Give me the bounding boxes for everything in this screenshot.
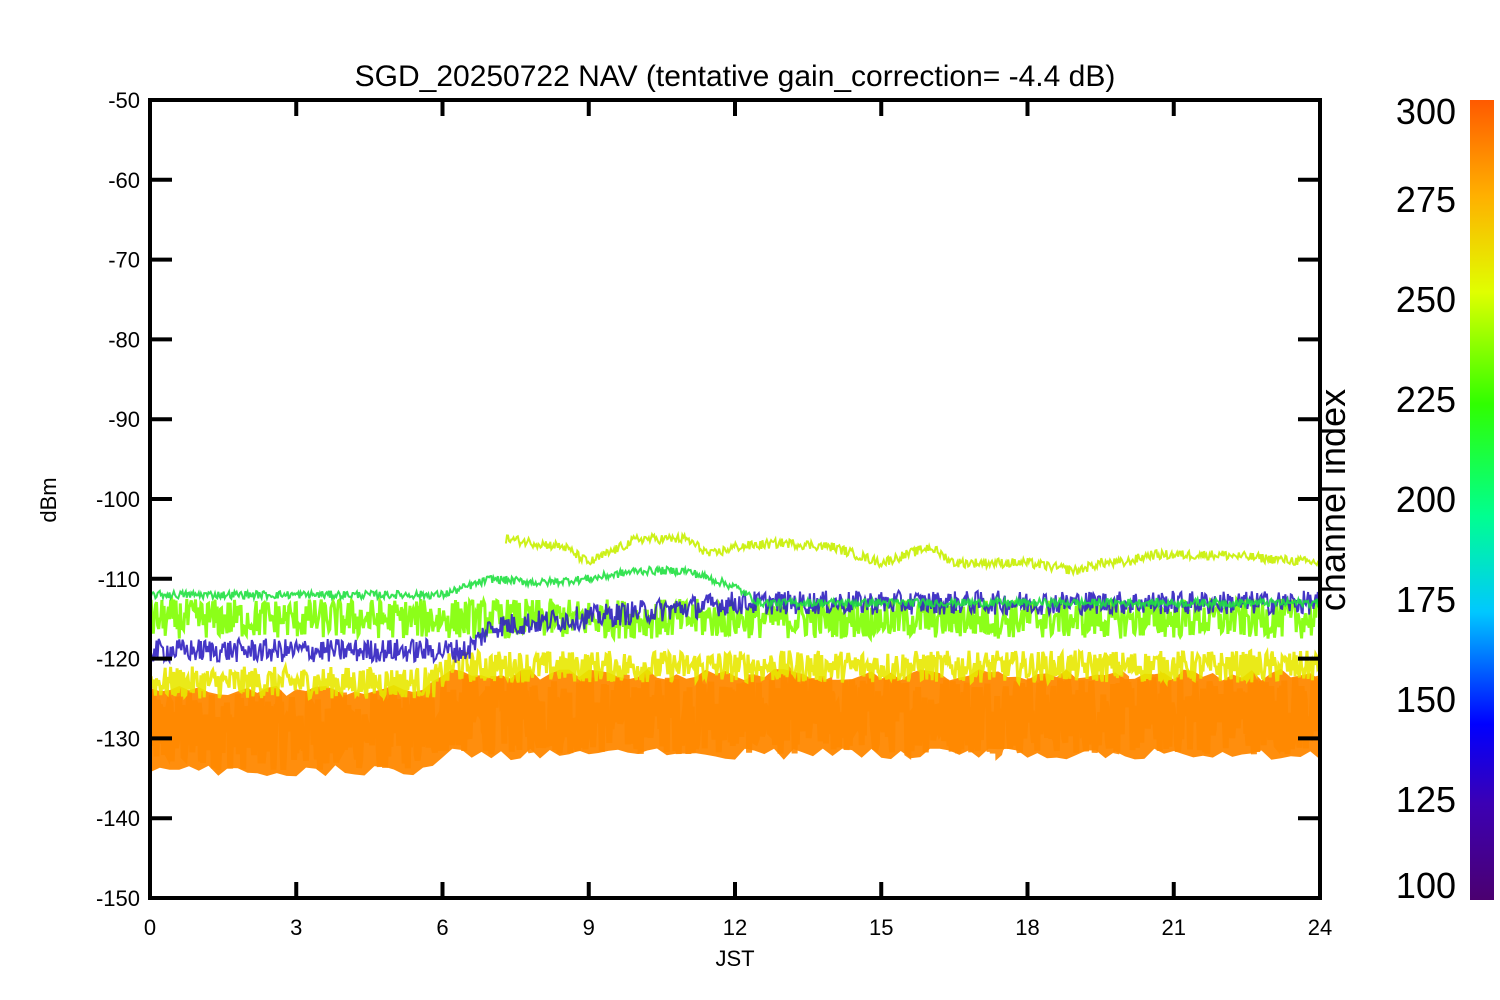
y-tick-label: -50 bbox=[108, 88, 140, 113]
colorbar bbox=[1470, 100, 1494, 900]
y-tick-label: -110 bbox=[98, 567, 140, 592]
y-axis-ticks: -50 -60 -70 -80 -90 -100 -110 -120 -130 -140 -150 bbox=[96, 88, 1320, 911]
x-axis-ticks: 0 3 6 9 12 15 18 21 24 bbox=[144, 100, 1332, 940]
y-tick-label: -100 bbox=[96, 487, 140, 512]
series-layer bbox=[150, 530, 1320, 777]
colorbar-tick-label: 150 bbox=[1396, 679, 1456, 720]
y-tick-label: -130 bbox=[96, 726, 140, 751]
y-tick-label: -90 bbox=[108, 407, 140, 432]
x-tick-label: 24 bbox=[1308, 915, 1332, 940]
x-tick-label: 21 bbox=[1162, 915, 1186, 940]
colorbar-tick-label: 200 bbox=[1396, 479, 1456, 520]
x-tick-label: 18 bbox=[1015, 915, 1039, 940]
y-tick-label: -120 bbox=[96, 647, 140, 672]
series-line bbox=[150, 647, 1320, 702]
colorbar-title: channel index bbox=[1312, 389, 1353, 611]
x-tick-label: 12 bbox=[723, 915, 747, 940]
y-tick-label: -60 bbox=[108, 168, 140, 193]
series-line bbox=[150, 588, 1320, 665]
x-axis-title: JST bbox=[715, 946, 754, 971]
series-line bbox=[150, 564, 1320, 611]
colorbar-tick-label: 250 bbox=[1396, 279, 1456, 320]
colorbar-tick-label: 175 bbox=[1396, 579, 1456, 620]
series-line bbox=[504, 530, 1320, 578]
colorbar-tick-label: 275 bbox=[1396, 179, 1456, 220]
x-tick-label: 0 bbox=[144, 915, 156, 940]
chart-title: SGD_20250722 NAV (tentative gain_correct… bbox=[355, 60, 1116, 93]
y-tick-label: -150 bbox=[96, 886, 140, 911]
y-tick-label: -140 bbox=[96, 806, 140, 831]
colorbar-tick-label: 225 bbox=[1396, 379, 1456, 420]
x-tick-label: 3 bbox=[290, 915, 302, 940]
x-tick-label: 6 bbox=[436, 915, 448, 940]
colorbar-tick-label: 125 bbox=[1396, 779, 1456, 820]
x-tick-label: 15 bbox=[869, 915, 893, 940]
y-tick-label: -80 bbox=[108, 327, 140, 352]
y-axis-title: dBm bbox=[36, 477, 61, 522]
colorbar-tick-label: 100 bbox=[1396, 865, 1456, 906]
series-line bbox=[150, 594, 1320, 643]
plot-frame bbox=[148, 98, 1322, 900]
x-tick-label: 9 bbox=[583, 915, 595, 940]
y-tick-label: -70 bbox=[108, 248, 140, 273]
series-band bbox=[150, 668, 1320, 777]
colorbar-tick-label: 300 bbox=[1396, 91, 1456, 132]
colorbar-ticks: 300 275 250 225 200 175 150 125 100 bbox=[1396, 91, 1456, 906]
